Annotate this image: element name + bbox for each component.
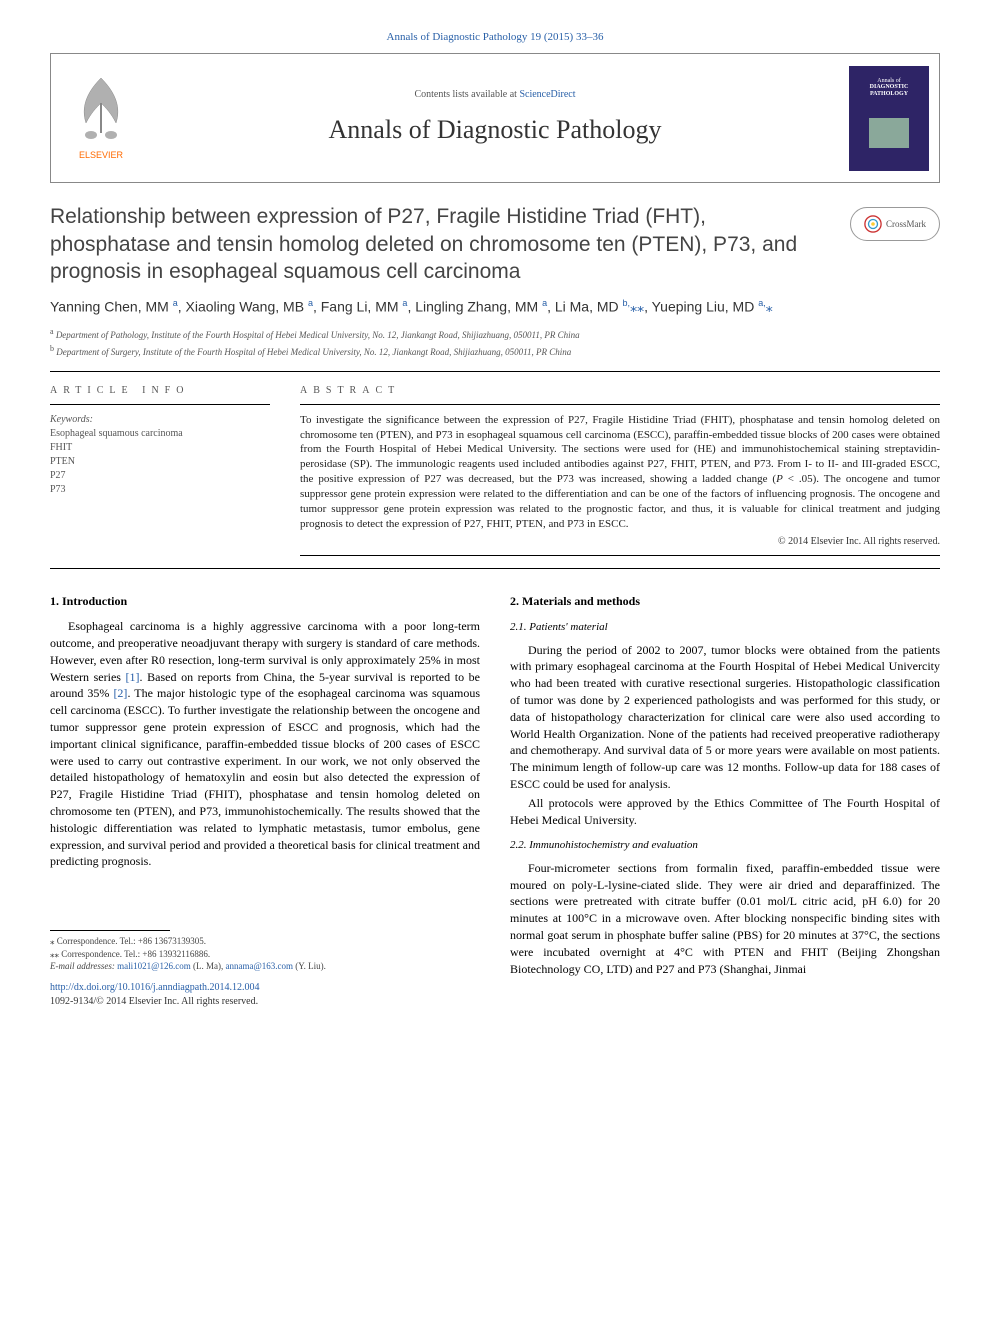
sub22-p1: Four-micrometer sections from formalin f…: [510, 860, 940, 978]
authors-line: Yanning Chen, MM a, Xiaoling Wang, MB a,…: [50, 297, 940, 317]
journal-header: ELSEVIER Contents lists available at Sci…: [50, 53, 940, 183]
keywords-label: Keywords:: [50, 413, 270, 427]
sciencedirect-link[interactable]: ScienceDirect: [519, 89, 575, 100]
correspondence-footer: ⁎ Correspondence. Tel.: +86 13673139305.…: [50, 930, 480, 1009]
footer-rule: [50, 930, 170, 931]
divider-rule-2: [50, 568, 940, 569]
email-line: E-mail addresses: mali1021@126.com (L. M…: [50, 960, 480, 973]
citation-link[interactable]: Annals of Diagnostic Pathology 19 (2015)…: [387, 31, 604, 43]
intro-paragraph: Esophageal carcinoma is a highly aggress…: [50, 618, 480, 870]
header-center: Contents lists available at ScienceDirec…: [151, 54, 839, 182]
doi-link[interactable]: http://dx.doi.org/10.1016/j.anndiagpath.…: [50, 982, 260, 993]
article-info-heading: ARTICLE INFO: [50, 384, 270, 405]
divider-rule: [50, 371, 940, 372]
email-name-1: (L. Ma),: [191, 961, 226, 971]
crossmark-badge[interactable]: CrossMark: [850, 207, 940, 241]
left-column: 1. Introduction Esophageal carcinoma is …: [50, 589, 480, 1009]
elsevier-tree-icon: ELSEVIER: [66, 73, 136, 163]
journal-name: Annals of Diagnostic Pathology: [329, 112, 662, 148]
email-link-1[interactable]: mali1021@126.com: [117, 961, 191, 971]
crossmark-icon: [864, 215, 882, 233]
cover-line3: PATHOLOGY: [870, 91, 908, 98]
elsevier-logo[interactable]: ELSEVIER: [51, 54, 151, 182]
citation-line: Annals of Diagnostic Pathology 19 (2015)…: [50, 30, 940, 45]
cover-line2: DIAGNOSTIC: [870, 84, 909, 91]
keyword-item: P27: [50, 469, 270, 483]
keyword-item: P73: [50, 483, 270, 497]
contents-text: Contents lists available at: [414, 89, 519, 100]
abstract-block: ABSTRACT To investigate the significance…: [300, 384, 940, 557]
crossmark-label: CrossMark: [886, 218, 926, 231]
issn-line: 1092-9134/© 2014 Elsevier Inc. All right…: [50, 995, 480, 1009]
sub22-heading: 2.2. Immunohistochemistry and evaluation: [510, 838, 940, 853]
abstract-text: To investigate the significance between …: [300, 413, 940, 532]
journal-cover-thumb[interactable]: Annals of DIAGNOSTIC PATHOLOGY: [839, 54, 939, 182]
abstract-copyright: © 2014 Elsevier Inc. All rights reserved…: [300, 535, 940, 549]
cover-image: [869, 118, 909, 148]
contents-available: Contents lists available at ScienceDirec…: [414, 88, 575, 102]
affiliation: a Department of Pathology, Institute of …: [50, 326, 940, 342]
sub21-p2: All protocols were approved by the Ethic…: [510, 795, 940, 829]
email-name-2: (Y. Liu).: [293, 961, 326, 971]
keyword-item: Esophageal squamous carcinoma: [50, 427, 270, 441]
email-link-2[interactable]: annama@163.com: [225, 961, 293, 971]
keyword-item: FHIT: [50, 441, 270, 455]
intro-heading: 1. Introduction: [50, 593, 480, 610]
email-label: E-mail addresses:: [50, 961, 117, 971]
methods-heading: 2. Materials and methods: [510, 593, 940, 610]
correspondence-2: ⁎⁎ Correspondence. Tel.: +86 13932116886…: [50, 948, 480, 961]
correspondence-1: ⁎ Correspondence. Tel.: +86 13673139305.: [50, 935, 480, 948]
keyword-item: PTEN: [50, 455, 270, 469]
right-column: 2. Materials and methods 2.1. Patients' …: [510, 589, 940, 1009]
affiliation: b Department of Surgery, Institute of th…: [50, 343, 940, 359]
ref-link-1[interactable]: [1]: [126, 670, 140, 684]
cover-line1: Annals of: [877, 78, 901, 85]
abstract-heading: ABSTRACT: [300, 384, 940, 405]
ref-link-2[interactable]: [2]: [113, 686, 127, 700]
sub21-heading: 2.1. Patients' material: [510, 620, 940, 635]
article-title: Relationship between expression of P27, …: [50, 203, 830, 285]
elsevier-text: ELSEVIER: [79, 150, 124, 160]
sub21-p1: During the period of 2002 to 2007, tumor…: [510, 642, 940, 793]
abstract-bottom-rule: [300, 555, 940, 556]
article-info-block: ARTICLE INFO Keywords: Esophageal squamo…: [50, 384, 270, 557]
